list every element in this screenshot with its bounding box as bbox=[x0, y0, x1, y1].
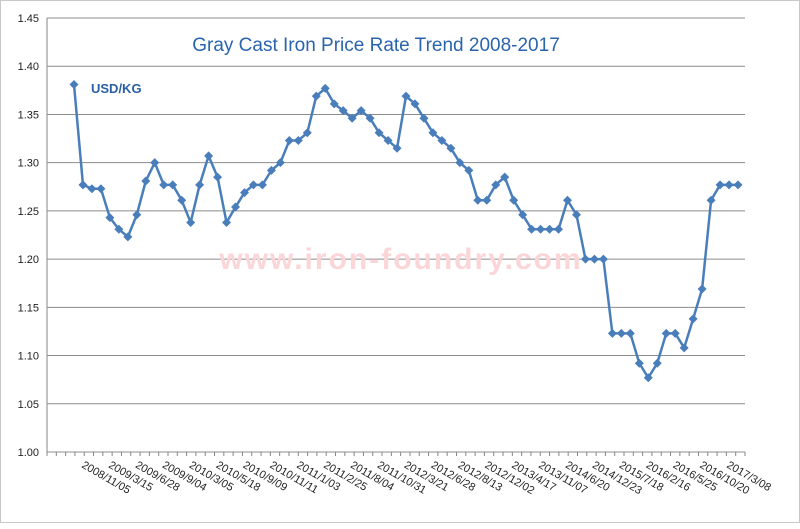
data-point bbox=[231, 202, 241, 212]
data-point bbox=[293, 135, 303, 145]
data-point bbox=[527, 224, 537, 234]
data-point bbox=[159, 180, 169, 190]
unit-label: USD/KG bbox=[91, 81, 142, 96]
y-tick-label: 1.00 bbox=[18, 447, 39, 459]
data-point bbox=[464, 165, 474, 175]
y-tick-label: 1.30 bbox=[18, 158, 39, 170]
data-point bbox=[715, 180, 725, 190]
data-point bbox=[96, 184, 106, 194]
data-point bbox=[473, 195, 483, 205]
data-point bbox=[257, 180, 267, 190]
data-point bbox=[141, 176, 151, 186]
data-point bbox=[697, 284, 707, 294]
data-point bbox=[536, 224, 546, 234]
data-point bbox=[204, 151, 214, 161]
data-point bbox=[78, 180, 88, 190]
data-point bbox=[724, 180, 734, 190]
data-point bbox=[518, 210, 528, 220]
y-tick-label: 1.05 bbox=[18, 399, 39, 411]
data-point bbox=[616, 328, 626, 338]
data-point bbox=[589, 254, 599, 264]
data-point bbox=[177, 195, 187, 205]
data-point bbox=[123, 232, 133, 242]
data-point bbox=[446, 143, 456, 153]
data-point bbox=[87, 184, 97, 194]
data-point bbox=[248, 180, 258, 190]
data-point bbox=[186, 217, 196, 227]
data-point bbox=[168, 180, 178, 190]
data-point bbox=[598, 254, 608, 264]
data-point bbox=[356, 106, 366, 116]
data-point bbox=[392, 143, 402, 153]
data-point bbox=[580, 254, 590, 264]
data-point bbox=[401, 91, 411, 101]
data-point bbox=[338, 106, 348, 116]
watermark: www.iron-foundry.com bbox=[218, 243, 582, 276]
data-point bbox=[679, 343, 689, 353]
data-point bbox=[222, 217, 232, 227]
data-point bbox=[428, 128, 438, 138]
gridlines bbox=[46, 17, 745, 453]
x-axis-ticks: 2008/11/052009/3/152009/6/282009/9/04201… bbox=[46, 452, 773, 497]
data-point bbox=[239, 188, 249, 198]
data-point bbox=[437, 135, 447, 145]
data-point bbox=[383, 135, 393, 145]
data-point bbox=[563, 195, 573, 205]
data-point bbox=[329, 99, 339, 109]
data-point bbox=[275, 158, 285, 168]
data-point bbox=[733, 180, 743, 190]
data-point bbox=[105, 213, 115, 223]
data-point bbox=[150, 158, 160, 168]
data-point bbox=[661, 328, 671, 338]
data-point bbox=[652, 358, 662, 368]
data-point bbox=[213, 172, 223, 182]
series-line bbox=[69, 80, 743, 383]
y-tick-label: 1.25 bbox=[18, 206, 39, 218]
y-tick-label: 1.45 bbox=[18, 13, 39, 25]
data-point bbox=[266, 165, 276, 175]
data-point bbox=[365, 113, 375, 123]
data-point bbox=[347, 113, 357, 123]
data-point bbox=[491, 180, 501, 190]
data-point bbox=[302, 128, 312, 138]
data-point bbox=[419, 113, 429, 123]
data-point bbox=[482, 195, 492, 205]
data-point bbox=[410, 99, 420, 109]
y-axis-ticks: 1.00 1.05 1.10 1.15 1.20 1.25 1.30 1.35 1.40 1.45 bbox=[18, 13, 39, 459]
data-point bbox=[284, 135, 294, 145]
data-point bbox=[571, 210, 581, 220]
data-point bbox=[634, 358, 644, 368]
data-point bbox=[374, 128, 384, 138]
data-point bbox=[670, 328, 680, 338]
data-point bbox=[195, 180, 205, 190]
data-point bbox=[132, 210, 142, 220]
data-point bbox=[643, 373, 653, 383]
data-point bbox=[554, 224, 564, 234]
data-point bbox=[320, 83, 330, 93]
data-point bbox=[706, 195, 716, 205]
y-tick-label: 1.10 bbox=[18, 351, 39, 363]
data-point bbox=[688, 314, 698, 324]
data-point bbox=[509, 195, 519, 205]
data-point bbox=[311, 91, 321, 101]
data-point bbox=[455, 158, 465, 168]
data-point bbox=[114, 224, 124, 234]
chart-title: Gray Cast Iron Price Rate Trend 2008-201… bbox=[192, 35, 560, 56]
y-tick-label: 1.15 bbox=[18, 302, 39, 314]
data-point bbox=[69, 80, 79, 90]
y-tick-label: 1.40 bbox=[18, 61, 39, 73]
y-tick-label: 1.20 bbox=[18, 254, 39, 266]
y-tick-label: 1.35 bbox=[18, 109, 39, 121]
series-line-path bbox=[72, 84, 738, 379]
data-point bbox=[625, 328, 635, 338]
data-point bbox=[545, 224, 555, 234]
data-point bbox=[607, 328, 617, 338]
data-point bbox=[500, 172, 510, 182]
